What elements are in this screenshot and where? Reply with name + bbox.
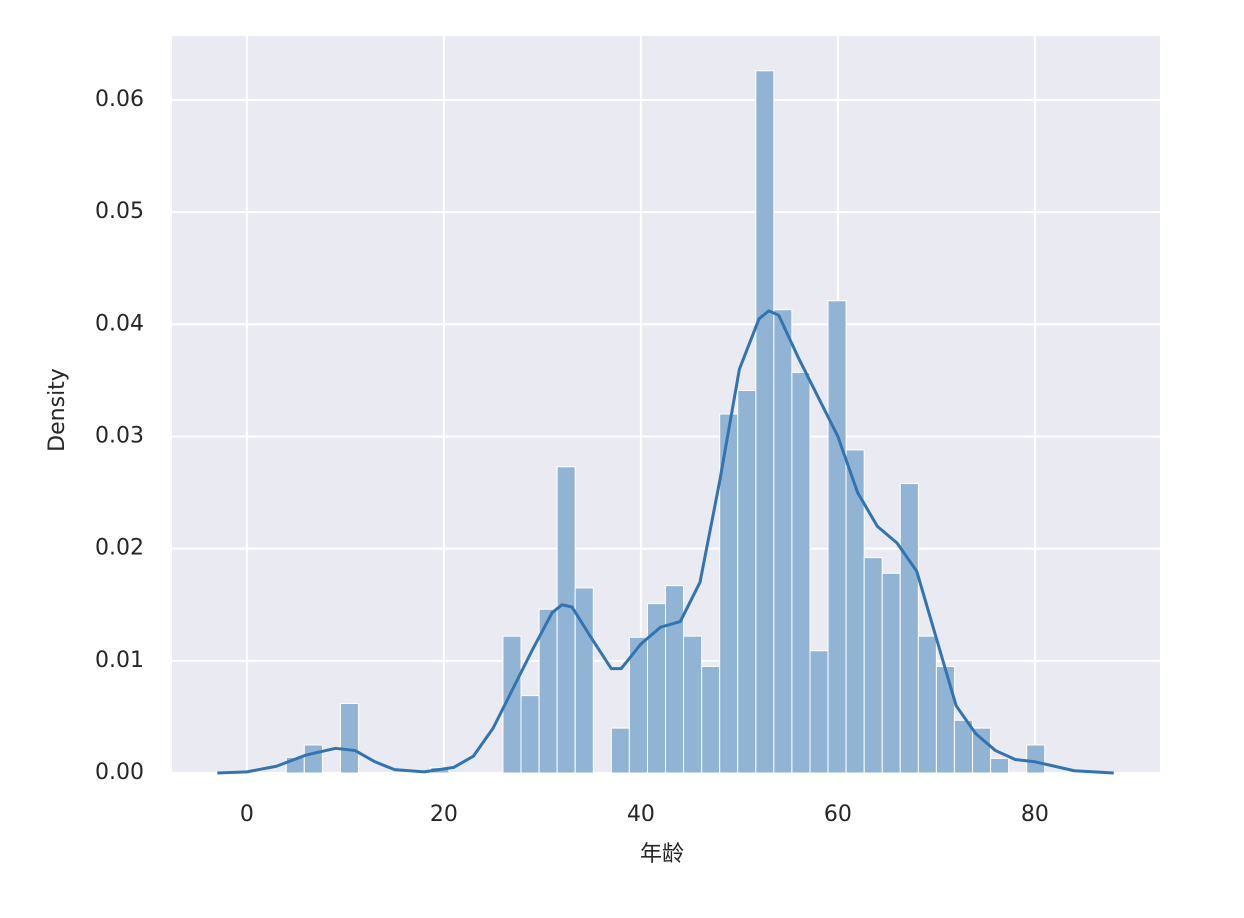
- bar: [809, 650, 829, 774]
- bar: [303, 744, 323, 774]
- bar: [610, 727, 630, 774]
- bar: [665, 585, 685, 774]
- x-axis-label: 年龄: [640, 842, 684, 867]
- x-tick-label: 80: [1021, 802, 1049, 827]
- bar: [990, 757, 1010, 774]
- bar: [773, 309, 793, 774]
- y-tick-label: 0.05: [95, 199, 144, 224]
- bar: [737, 389, 757, 774]
- x-tick-label: 60: [824, 802, 852, 827]
- bar: [863, 557, 883, 774]
- bar: [755, 70, 775, 774]
- y-tick-label: 0.01: [95, 648, 144, 673]
- x-tick-label: 20: [430, 802, 458, 827]
- bar: [935, 665, 955, 774]
- y-tick-label: 0.03: [95, 423, 144, 448]
- y-axis-label: Density: [45, 368, 70, 452]
- bar: [827, 300, 847, 774]
- bar: [701, 665, 721, 774]
- y-tick-label: 0.04: [95, 311, 144, 336]
- bar: [881, 572, 901, 774]
- bar: [556, 466, 576, 774]
- bar: [972, 727, 992, 774]
- y-tick-label: 0.06: [95, 87, 144, 112]
- kde-line: [217, 309, 1114, 775]
- bar: [899, 483, 919, 774]
- bar: [683, 635, 703, 774]
- bar: [628, 636, 648, 774]
- bar: [520, 695, 540, 774]
- bar: [917, 635, 937, 774]
- bar: [953, 719, 974, 774]
- x-tick-label: 0: [240, 802, 254, 827]
- x-tick-label: 40: [627, 802, 655, 827]
- bar: [339, 702, 359, 774]
- y-tick-label: 0.00: [95, 760, 144, 785]
- bar: [791, 372, 811, 774]
- y-tick-label: 0.02: [95, 536, 144, 561]
- bar: [1026, 744, 1046, 774]
